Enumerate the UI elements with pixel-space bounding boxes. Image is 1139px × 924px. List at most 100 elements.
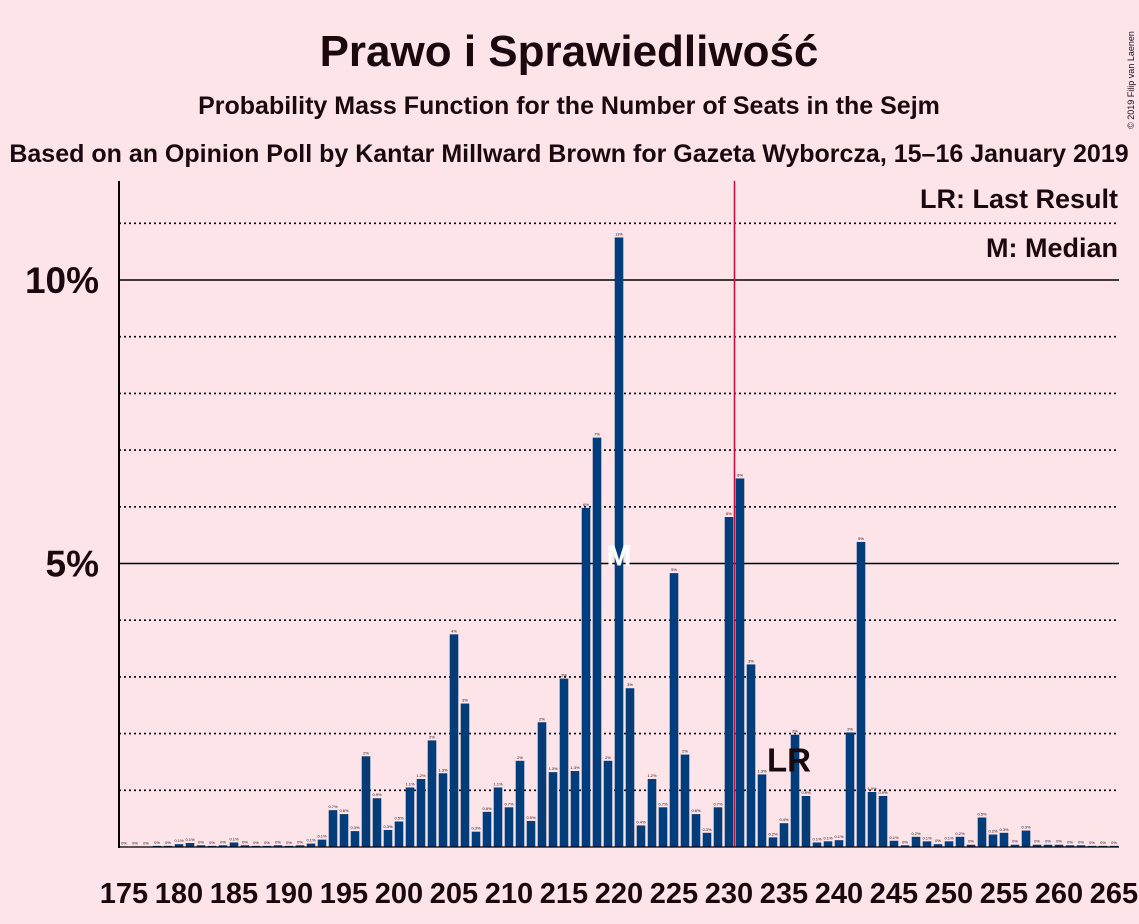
bar-seat-200 [394,821,404,847]
data-label: 0.1% [922,835,932,840]
data-label: 0% [165,840,171,845]
bar-seat-234 [768,837,778,847]
bar-seat-254 [988,834,998,847]
data-label: 0.1% [185,837,195,842]
data-label: 0.9% [878,790,888,795]
data-label: 5% [671,567,677,572]
data-label: 0.3% [383,824,393,829]
data-label: 1.2% [647,773,657,778]
data-label: 0% [198,839,204,844]
bar-seat-227 [691,814,701,847]
data-label: 1.3% [570,765,580,770]
bar-seat-206 [460,703,470,847]
data-label: 0% [1034,839,1040,844]
data-label: 2% [363,750,369,755]
data-label: 2% [847,726,853,731]
data-label: 0% [1067,839,1073,844]
bar-seat-182 [196,845,206,847]
bar-seat-235 [779,823,789,847]
data-label: 0.5% [526,815,536,820]
data-label: 0.5% [394,815,404,820]
data-label: 0% [154,840,160,845]
y-tick-label: 5% [46,544,99,585]
bar-seat-184 [218,845,228,847]
data-label: 0.7% [713,801,723,806]
bar-seat-258 [1032,844,1042,847]
data-label: 0% [1111,840,1117,845]
bar-seat-196 [350,831,360,847]
x-tick-label: 220 [595,878,643,910]
bar-seat-242 [856,541,866,847]
bar-seat-261 [1065,845,1075,847]
data-label: 0% [264,840,270,845]
x-tick-label: 265 [1090,878,1138,910]
bar-seat-213 [537,722,547,847]
x-tick-label: 205 [430,878,478,910]
axes-group: 175 180 185 190 195 200 205 210 215 220 225 230 235 2… [25,181,1138,910]
data-label: 0% [1089,840,1095,845]
median-marker: M [607,539,632,572]
x-tick-label: 230 [705,878,753,910]
bar-seat-225 [669,573,679,847]
data-label: 0.1% [889,835,899,840]
bar-seat-180 [174,844,184,847]
data-label: 3% [462,698,468,703]
bar-seat-262 [1076,845,1086,847]
x-tick-label: 200 [375,878,423,910]
data-label: 0% [1100,840,1106,845]
bar-seat-202 [416,778,426,847]
data-label: 6% [583,502,589,507]
bar-seat-186 [240,845,250,847]
bar-seat-198 [372,798,382,847]
bar-seat-253 [977,817,987,847]
data-label: 1.0% [867,786,877,791]
data-label: 0% [121,840,127,845]
data-label: 0% [1045,839,1051,844]
data-label: 1.1% [405,781,415,786]
data-label: 0.1% [823,835,833,840]
data-label: 7% [594,432,600,437]
bar-seat-244 [878,795,888,847]
legend-median: M: Median [986,233,1118,263]
data-label: 6% [726,511,732,516]
data-label: 0.6% [339,808,349,813]
bar-seat-256 [1010,844,1020,847]
copyright-notice: © 2019 Filip van Laenen [1126,31,1136,129]
bar-seat-241 [845,732,855,847]
bar-seat-232 [746,664,756,847]
bar-seat-252 [966,844,976,847]
data-label: 11% [615,231,623,236]
data-label: 4% [451,628,457,633]
data-label: 0% [143,840,149,845]
data-label: 1.3% [438,767,448,772]
data-label: 0% [935,838,941,843]
data-label: 0.4% [779,817,789,822]
data-label: 2% [429,734,435,739]
bar-seat-230 [724,517,734,847]
bar-seat-211 [515,760,525,847]
data-label: 0.1% [834,834,844,839]
bar-seat-194 [328,810,338,847]
bar-seat-181 [185,843,195,847]
bar-seat-222 [636,825,646,847]
data-labels-group: 0% 0% 0% 0% 0% 0.1% 0.1% 0% 0% 0%0.1%0% 0% 0% 0% 0% 0%… [121,231,1117,845]
bar-seat-231 [735,478,745,847]
data-label: 2% [605,755,611,760]
data-label: 1.3% [757,768,767,773]
bar-seat-209 [493,787,503,847]
data-label: 0% [253,840,259,845]
data-label: 0.1% [812,836,822,841]
data-label: 0.6% [691,808,701,813]
bars-group [119,181,1119,848]
bar-seat-197 [361,756,371,847]
bar-seat-260 [1054,844,1064,847]
chart-source: Based on an Opinion Poll by Kantar Millw… [9,140,1128,168]
x-tick-label: 245 [870,878,918,910]
data-label: 0% [132,840,138,845]
bar-seat-216 [570,771,580,847]
x-tick-label: 240 [815,878,863,910]
bar-seat-247 [911,836,921,847]
data-label: 2% [682,749,688,754]
data-label: 0% [1056,839,1062,844]
bar-seat-218 [592,437,602,847]
